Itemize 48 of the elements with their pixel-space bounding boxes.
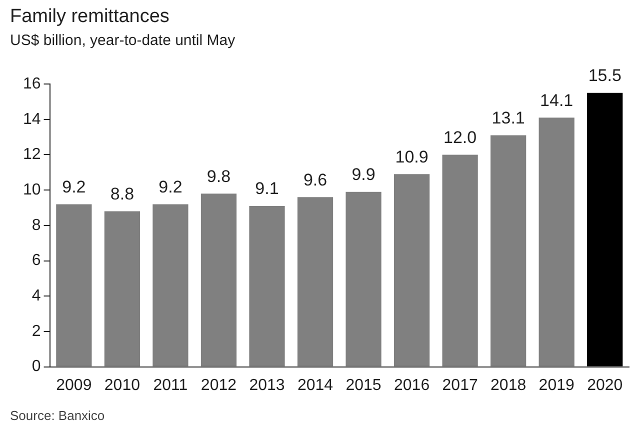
chart-title: Family remittances — [10, 6, 170, 28]
bar — [56, 204, 92, 366]
data-label: 15.5 — [588, 66, 622, 86]
x-tick-label: 2016 — [394, 376, 430, 394]
x-tick-label: 2010 — [104, 376, 140, 394]
y-tick-label: 10 — [23, 181, 41, 198]
source-note: Source: Banxico — [10, 408, 105, 423]
data-label: 9.1 — [255, 179, 279, 198]
x-tick-label: 2017 — [442, 376, 478, 394]
y-tick-label: 2 — [32, 322, 41, 340]
bar — [200, 194, 237, 366]
data-label: 13.1 — [492, 108, 525, 128]
data-label: 9.2 — [62, 177, 86, 196]
x-tick-label: 2014 — [297, 376, 334, 394]
bar — [249, 206, 285, 366]
bar — [152, 204, 188, 366]
bar — [394, 174, 430, 366]
data-label: 8.8 — [110, 184, 134, 204]
x-tick-label: 2019 — [538, 376, 574, 394]
x-tick-label: 2012 — [200, 376, 237, 394]
y-tick-label: 14 — [23, 110, 41, 128]
y-tick-label: 4 — [32, 288, 41, 305]
y-tick-label: 12 — [23, 146, 41, 164]
data-label: 9.2 — [158, 177, 182, 196]
bar — [490, 135, 526, 366]
bar — [346, 192, 382, 366]
bar — [442, 154, 478, 366]
x-tick-label: 2015 — [346, 376, 382, 394]
bar — [538, 118, 574, 366]
x-tick-label: 2011 — [153, 376, 188, 394]
bar — [587, 92, 623, 366]
data-label: 12.0 — [444, 128, 477, 147]
data-label: 9.6 — [303, 170, 328, 190]
y-tick-label: 6 — [32, 252, 41, 270]
data-label: 14.1 — [540, 90, 574, 110]
chart-subtitle: US$ billion, year-to-date until May — [10, 32, 236, 49]
data-label: 9.9 — [352, 165, 376, 184]
bar — [297, 197, 334, 366]
y-tick-label: 0 — [32, 358, 41, 376]
data-label: 10.9 — [395, 147, 428, 166]
y-tick-label: 8 — [32, 216, 41, 234]
data-label: 9.8 — [206, 166, 231, 186]
x-tick-label: 2018 — [490, 376, 526, 394]
y-tick-label: 16 — [23, 75, 41, 92]
x-tick-label: 2020 — [587, 376, 623, 394]
bar — [104, 211, 140, 366]
x-tick-label: 2009 — [56, 376, 92, 394]
x-tick-label: 2013 — [249, 376, 285, 394]
